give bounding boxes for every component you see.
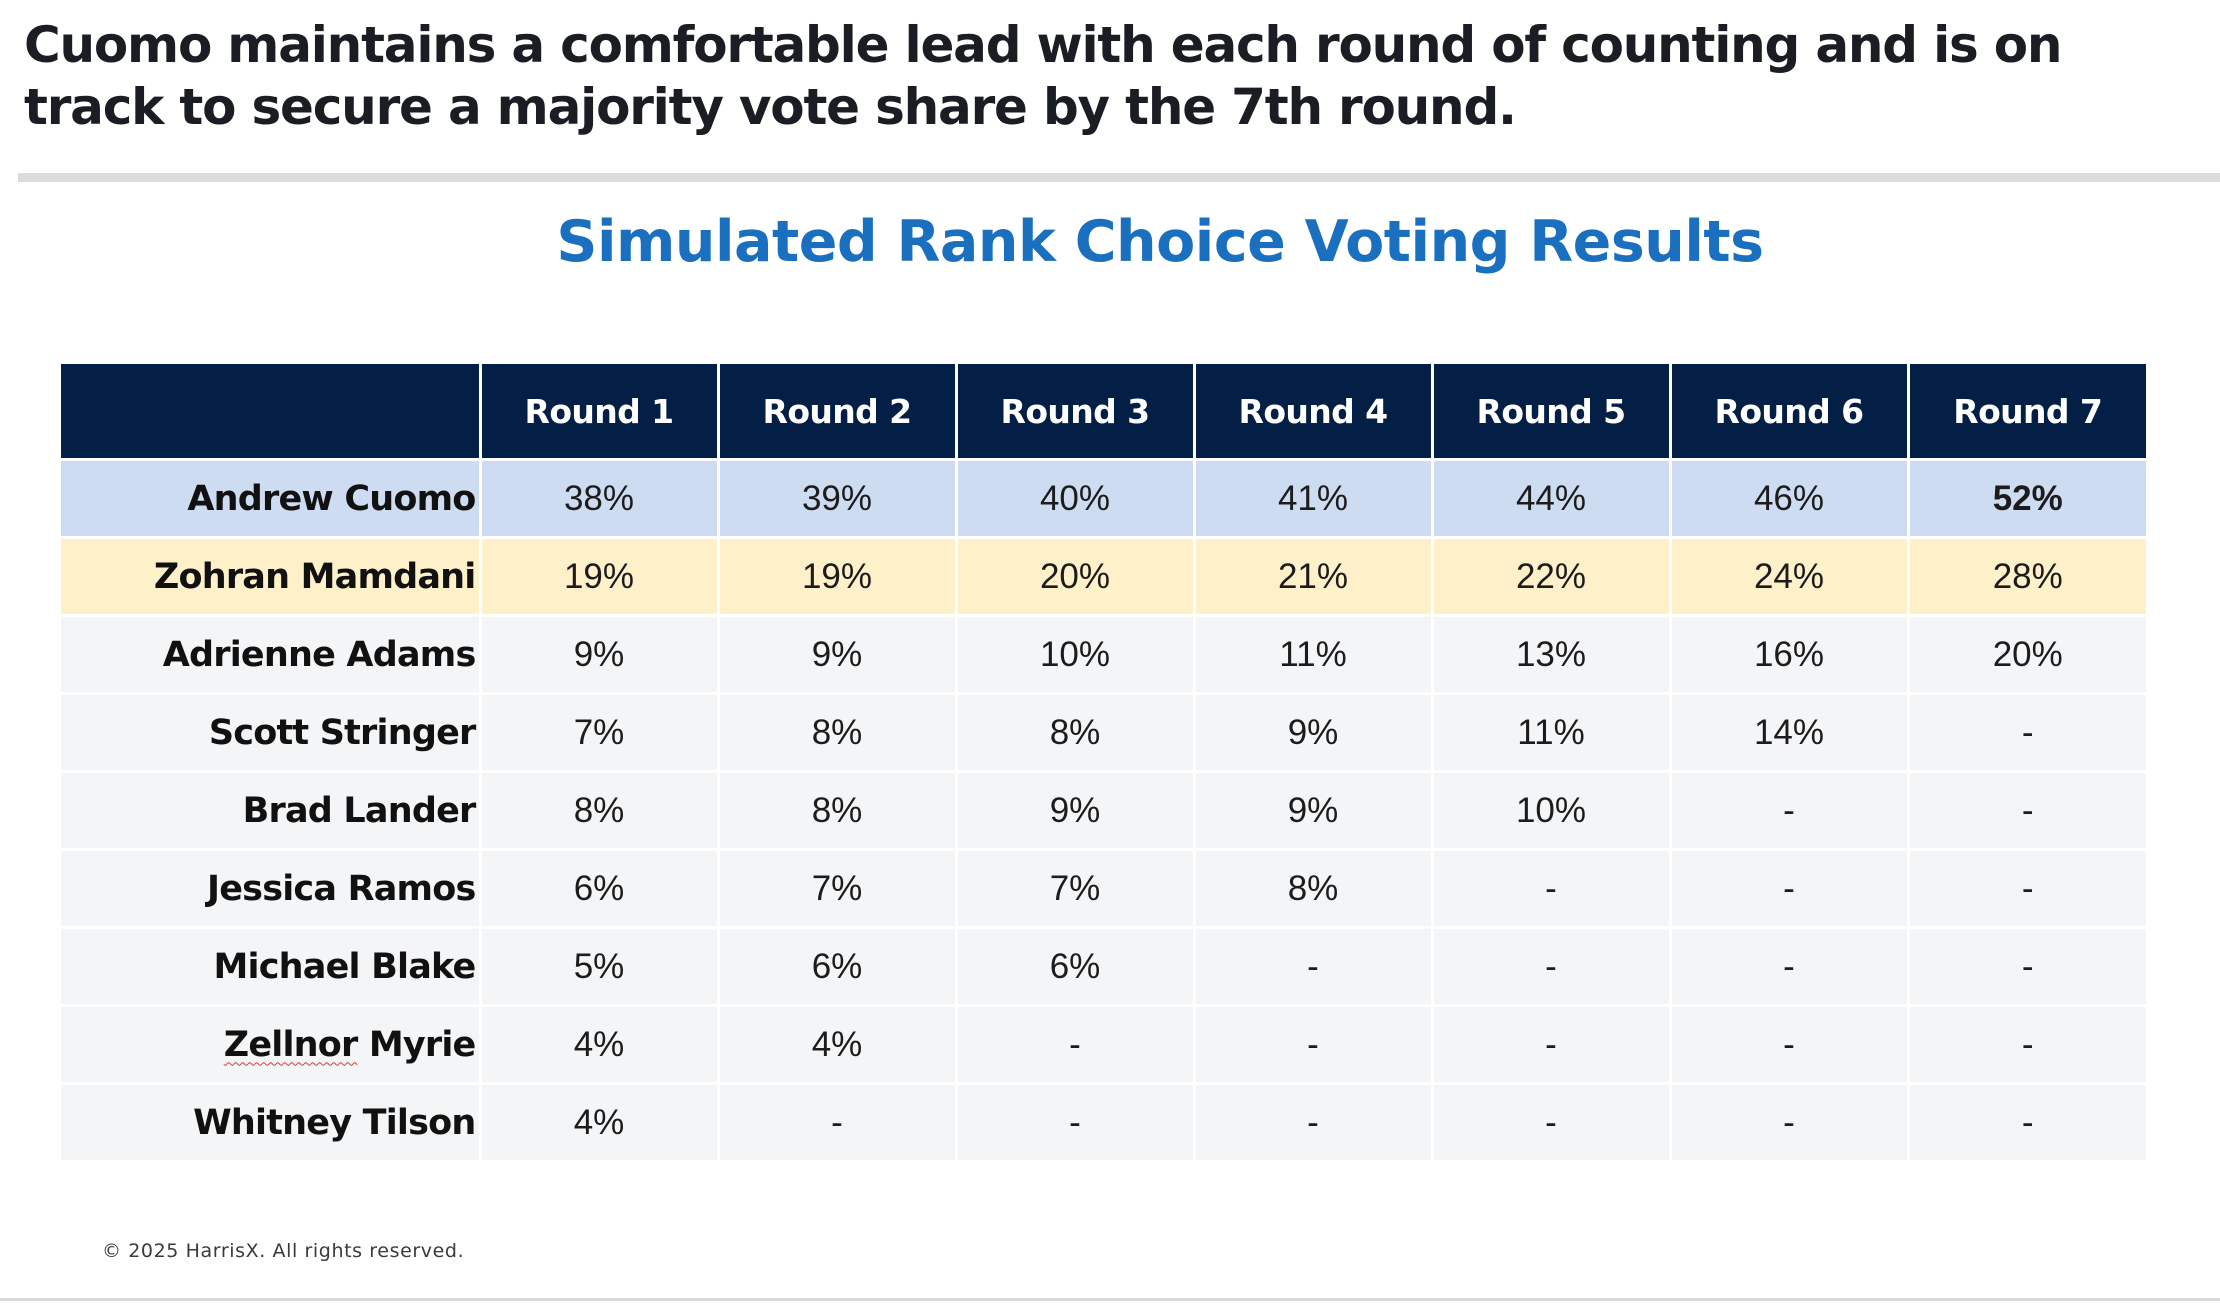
table-header-row: Round 1 Round 2 Round 3 Round 4 Round 5 … <box>61 364 2146 460</box>
vote-share-cell: 5% <box>478 926 718 1006</box>
table-row: Zellnor Myrie 4% 4% - - - - - <box>61 1004 2146 1084</box>
vote-share-cell: 11% <box>1192 614 1432 694</box>
vote-share-cell: - <box>716 1082 956 1160</box>
vote-share-cell: - <box>954 1004 1194 1084</box>
vote-share-cell: 28% <box>1906 536 2146 616</box>
column-header: Round 7 <box>1906 364 2146 460</box>
vote-share-cell: 4% <box>716 1004 956 1084</box>
vote-share-cell: - <box>1430 926 1670 1006</box>
vote-share-cell: 6% <box>478 848 718 928</box>
vote-share-cell: - <box>1906 1082 2146 1160</box>
vote-share-cell: 6% <box>954 926 1194 1006</box>
candidate-name: Scott Stringer <box>61 692 480 772</box>
vote-share-cell: - <box>1906 692 2146 772</box>
vote-share-cell: 9% <box>1192 770 1432 850</box>
candidate-name: Jessica Ramos <box>61 848 480 928</box>
vote-share-cell: 20% <box>954 536 1194 616</box>
header-divider <box>18 173 2220 182</box>
candidate-name: Michael Blake <box>61 926 480 1006</box>
vote-share-cell: 22% <box>1430 536 1670 616</box>
vote-share-cell: 52% <box>1906 458 2146 538</box>
table-row: Adrienne Adams 9% 9% 10% 11% 13% 16% 20% <box>61 614 2146 694</box>
vote-share-cell: 14% <box>1668 692 1908 772</box>
vote-share-cell: 9% <box>716 614 956 694</box>
vote-share-cell: 8% <box>478 770 718 850</box>
candidate-name: Zellnor Myrie <box>61 1004 480 1084</box>
vote-share-cell: 40% <box>954 458 1194 538</box>
table-row: Zohran Mamdani 19% 19% 20% 21% 22% 24% 28% <box>61 536 2146 616</box>
vote-share-cell: - <box>954 1082 1194 1160</box>
chart-title: Simulated Rank Choice Voting Results <box>556 209 1764 275</box>
table-body: Andrew Cuomo 38% 39% 40% 41% 44% 46% 52% Zohran … <box>61 458 2146 1160</box>
table-row: Jessica Ramos 6% 7% 7% 8% - - - <box>61 848 2146 928</box>
vote-share-cell: 6% <box>716 926 956 1006</box>
vote-share-cell: 8% <box>1192 848 1432 928</box>
candidate-name: Brad Lander <box>61 770 480 850</box>
table-row: Michael Blake 5% 6% 6% - - - - <box>61 926 2146 1006</box>
vote-share-cell: 44% <box>1430 458 1670 538</box>
headline: Cuomo maintains a comfortable lead with … <box>24 16 2063 136</box>
footer-divider <box>0 1298 2220 1301</box>
column-header: Round 6 <box>1668 364 1908 460</box>
column-header: Round 3 <box>954 364 1194 460</box>
vote-share-cell: 20% <box>1906 614 2146 694</box>
column-header: Round 1 <box>478 364 718 460</box>
table-row: Whitney Tilson 4% - - - - - - <box>61 1082 2146 1160</box>
vote-share-cell: 9% <box>478 614 718 694</box>
vote-share-cell: 8% <box>954 692 1194 772</box>
vote-share-cell: - <box>1906 926 2146 1006</box>
table-row: Andrew Cuomo 38% 39% 40% 41% 44% 46% 52% <box>61 458 2146 538</box>
candidate-name: Andrew Cuomo <box>61 458 480 538</box>
vote-share-cell: 24% <box>1668 536 1908 616</box>
vote-share-cell: - <box>1668 926 1908 1006</box>
vote-share-cell: 4% <box>478 1082 718 1160</box>
table-row: Brad Lander 8% 8% 9% 9% 10% - - <box>61 770 2146 850</box>
vote-share-cell: - <box>1430 1082 1670 1160</box>
vote-share-cell: 7% <box>954 848 1194 928</box>
results-table: Round 1 Round 2 Round 3 Round 4 Round 5 … <box>61 364 2146 1160</box>
candidate-name: Adrienne Adams <box>61 614 480 694</box>
vote-share-cell: 39% <box>716 458 956 538</box>
vote-share-cell: 19% <box>478 536 718 616</box>
vote-share-cell: - <box>1430 1004 1670 1084</box>
vote-share-cell: - <box>1668 1004 1908 1084</box>
vote-share-cell: - <box>1906 848 2146 928</box>
vote-share-cell: 10% <box>1430 770 1670 850</box>
vote-share-cell: 19% <box>716 536 956 616</box>
vote-share-cell: 9% <box>954 770 1194 850</box>
table-row: Scott Stringer 7% 8% 8% 9% 11% 14% - <box>61 692 2146 772</box>
candidate-name: Whitney Tilson <box>61 1082 480 1160</box>
vote-share-cell: - <box>1430 848 1670 928</box>
vote-share-cell: 7% <box>478 692 718 772</box>
candidate-name: Zohran Mamdani <box>61 536 480 616</box>
vote-share-cell: 16% <box>1668 614 1908 694</box>
vote-share-cell: 8% <box>716 770 956 850</box>
table-header-corner <box>61 364 480 460</box>
vote-share-cell: 7% <box>716 848 956 928</box>
candidate-name-last: Myrie <box>357 1024 476 1065</box>
candidate-name-first: Zellnor <box>223 1024 359 1065</box>
column-header: Round 5 <box>1430 364 1670 460</box>
vote-share-cell: 9% <box>1192 692 1432 772</box>
vote-share-cell: 41% <box>1192 458 1432 538</box>
vote-share-cell: 10% <box>954 614 1194 694</box>
column-header: Round 2 <box>716 364 956 460</box>
vote-share-cell: 46% <box>1668 458 1908 538</box>
vote-share-cell: 11% <box>1430 692 1670 772</box>
vote-share-cell: 4% <box>478 1004 718 1084</box>
vote-share-cell: - <box>1668 1082 1908 1160</box>
vote-share-cell: - <box>1668 770 1908 850</box>
copyright-notice: © 2025 HarrisX. All rights reserved. <box>102 1240 465 1262</box>
vote-share-cell: 38% <box>478 458 718 538</box>
vote-share-cell: - <box>1192 1082 1432 1160</box>
vote-share-cell: 8% <box>716 692 956 772</box>
vote-share-cell: - <box>1906 770 2146 850</box>
vote-share-cell: - <box>1668 848 1908 928</box>
vote-share-cell: - <box>1192 926 1432 1006</box>
vote-share-cell: - <box>1906 1004 2146 1084</box>
column-header: Round 4 <box>1192 364 1432 460</box>
vote-share-cell: 13% <box>1430 614 1670 694</box>
vote-share-cell: 21% <box>1192 536 1432 616</box>
vote-share-cell: - <box>1192 1004 1432 1084</box>
